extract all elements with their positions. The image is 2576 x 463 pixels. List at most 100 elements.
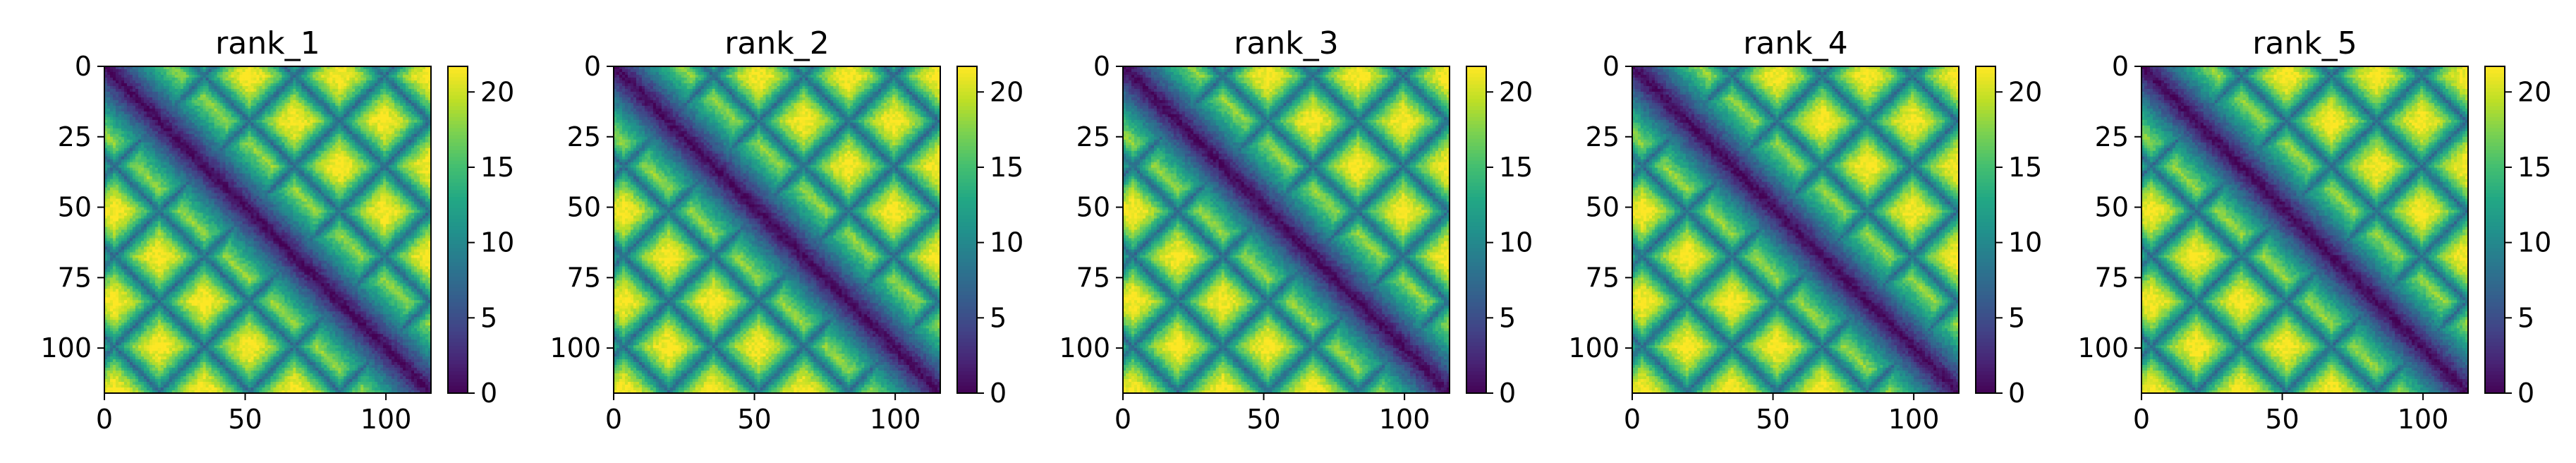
heatmap-cells: [104, 66, 431, 393]
heatmap-cell: [198, 80, 200, 83]
heatmap-cell: [181, 69, 183, 72]
heatmap-cell: [206, 78, 209, 80]
heatmap-cell: [346, 69, 349, 72]
heatmap-cell: [110, 72, 113, 75]
heatmap-cell: [346, 75, 349, 78]
heatmap-cell: [141, 72, 144, 75]
heatmap-cell: [164, 80, 166, 83]
heatmap-cell: [124, 69, 127, 72]
heatmap-cell: [212, 75, 214, 78]
heatmap-cell: [335, 78, 338, 80]
heatmap-cell: [133, 78, 135, 80]
heatmap-cell: [268, 72, 271, 75]
heatmap-cell: [281, 78, 284, 80]
heatmap-cell: [172, 75, 175, 78]
heatmap-cell: [423, 69, 425, 72]
heatmap-cell: [257, 69, 260, 72]
heatmap-cell: [116, 75, 119, 78]
heatmap-cell: [389, 78, 391, 80]
heatmap-cell: [338, 72, 341, 75]
heatmap-cell: [251, 69, 254, 72]
heatmap-cell: [195, 75, 198, 78]
heatmap-cell: [200, 75, 203, 78]
heatmap-cell: [240, 69, 243, 72]
heatmap-cell: [355, 75, 358, 78]
heatmap-cell: [315, 75, 318, 78]
heatmap-cell: [276, 69, 279, 72]
heatmap-cell: [290, 69, 293, 72]
heatmap-cell: [240, 80, 243, 83]
heatmap-cell: [321, 69, 324, 72]
heatmap-cell: [127, 69, 130, 72]
heatmap-cell: [178, 78, 181, 80]
heatmap-cell: [150, 72, 152, 75]
heatmap-cell: [217, 80, 220, 83]
heatmap-cell: [262, 69, 265, 72]
heatmap-cell: [406, 78, 408, 80]
heatmap-cell: [268, 69, 271, 72]
heatmap-cell: [276, 80, 279, 83]
heatmap-cell: [166, 80, 169, 83]
heatmap-cell: [268, 80, 271, 83]
heatmap-cell: [394, 69, 397, 72]
heatmap-cell: [425, 72, 428, 75]
heatmap-cell: [116, 78, 119, 80]
heatmap-cell: [318, 72, 321, 75]
heatmap-cell: [257, 75, 260, 78]
heatmap-cell: [166, 69, 169, 72]
heatmap-cell: [150, 80, 152, 83]
heatmap-cell: [135, 80, 138, 83]
heatmap-cell: [304, 72, 307, 75]
heatmap-cell: [369, 69, 372, 72]
heatmap-cell: [116, 69, 119, 72]
heatmap-cell: [158, 80, 161, 83]
heatmap-cell: [130, 78, 133, 80]
heatmap-cell: [304, 78, 307, 80]
heatmap-cell: [203, 69, 206, 72]
heatmap-cell: [363, 72, 366, 75]
heatmap-cell: [212, 72, 214, 75]
heatmap-cell: [276, 78, 279, 80]
heatmap-cell: [144, 78, 147, 80]
heatmap-cell: [265, 80, 268, 83]
heatmap-cell: [251, 75, 254, 78]
heatmap-cell: [113, 78, 116, 80]
heatmap-cell: [360, 69, 363, 72]
heatmap-cell: [335, 75, 338, 78]
heatmap-cell: [169, 72, 172, 75]
heatmap-cell: [352, 72, 355, 75]
heatmap-cell: [119, 72, 121, 75]
heatmap-cell: [223, 78, 226, 80]
heatmap-cell: [352, 78, 355, 80]
heatmap-cell: [414, 78, 417, 80]
heatmap-cell: [318, 69, 321, 72]
heatmap-cell: [312, 75, 315, 78]
heatmap-cell: [189, 69, 192, 72]
heatmap-cell: [411, 78, 414, 80]
heatmap-cell: [226, 78, 229, 80]
heatmap-cell: [375, 72, 377, 75]
heatmap-cell: [141, 75, 144, 78]
heatmap-cell: [181, 72, 183, 75]
heatmap-cell: [107, 80, 110, 83]
heatmap-cell: [284, 72, 287, 75]
heatmap-cell: [189, 80, 192, 83]
heatmap-cell: [257, 80, 260, 83]
heatmap-cell: [206, 75, 209, 78]
heatmap-cell: [293, 72, 296, 75]
heatmap-cell: [260, 78, 262, 80]
heatmap-cell: [147, 72, 150, 75]
heatmap-cell: [355, 69, 358, 72]
heatmap-cell: [186, 69, 189, 72]
heatmap-cell: [386, 78, 389, 80]
heatmap-cell: [234, 80, 237, 83]
heatmap-cell: [403, 69, 406, 72]
heatmap-cell: [214, 78, 217, 80]
heatmap-cell: [420, 69, 423, 72]
heatmap-cell: [203, 75, 206, 78]
heatmap-cell: [287, 78, 290, 80]
heatmap-cell: [195, 80, 198, 83]
heatmap-cell: [217, 69, 220, 72]
heatmap-cell: [135, 69, 138, 72]
heatmap-cell: [164, 78, 166, 80]
